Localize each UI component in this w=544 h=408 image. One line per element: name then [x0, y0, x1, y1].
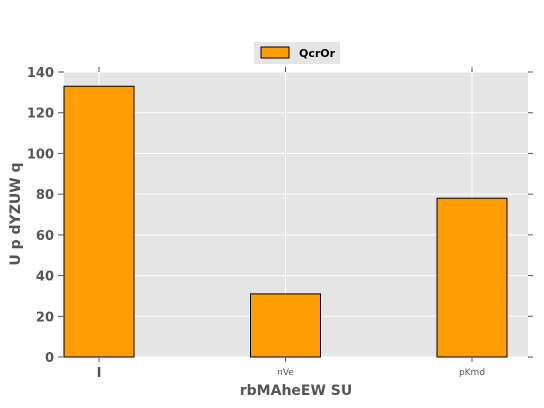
y-tick-label: 140	[27, 66, 54, 81]
legend-label: QcrOr	[299, 47, 336, 60]
y-tick-label: 60	[36, 229, 54, 244]
bar	[250, 293, 321, 358]
x-tick-label: nVe	[277, 368, 294, 378]
y-axis-title: U p dYZUW q	[8, 162, 24, 265]
y-tick-labels: 0 20 40 60 80 100 120 140	[27, 66, 54, 366]
bars	[63, 85, 508, 358]
y-tick-label: 120	[27, 107, 54, 122]
y-tick-label: 40	[36, 270, 54, 285]
legend: QcrOr	[254, 42, 340, 64]
x-axis-title: rbMAheEW SU	[240, 383, 353, 399]
x-tick-label: I	[97, 366, 102, 381]
bar	[436, 197, 508, 358]
y-tick-label: 80	[36, 188, 54, 203]
bar	[63, 85, 135, 358]
x-tick-label: pKmd	[459, 368, 485, 378]
y-tick-label: 20	[36, 310, 54, 325]
y-tick-label: 100	[27, 147, 54, 162]
y-tick-label: 0	[45, 351, 54, 366]
axis-ticks	[58, 67, 533, 362]
legend-swatch	[260, 46, 290, 59]
